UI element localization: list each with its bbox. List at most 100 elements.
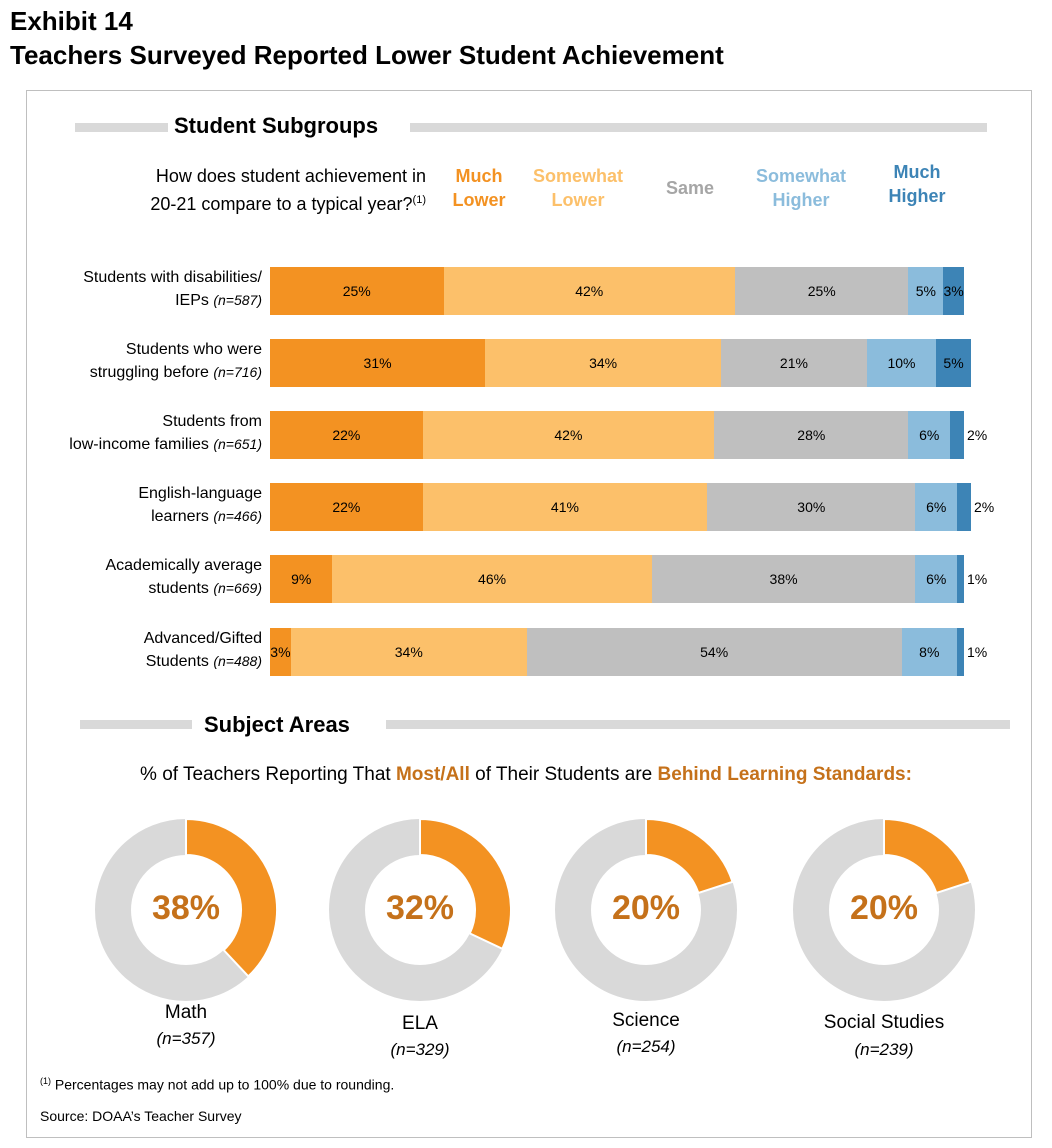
row-label-text: IEPs (175, 292, 214, 309)
donut-sample-size: (n=357) (156, 1029, 216, 1048)
row-label-text: low-income families (69, 436, 214, 453)
row-label-line1: Students with disabilities/ (83, 269, 262, 286)
legend-same-line1: Same (665, 178, 715, 198)
row-label-line1: Advanced/Gifted (143, 630, 262, 647)
row-label: Students from low-income families (n=651) (69, 411, 262, 456)
bar-segment: 25% (734, 267, 909, 315)
donut-svg (793, 817, 975, 1001)
donut-chart: 38% (93, 817, 279, 1003)
subgroups-rule-right (410, 123, 987, 132)
donut-percent-label: 20% (611, 889, 681, 927)
donut-sample-size: (n=239) (854, 1040, 914, 1059)
bar-segment: 25% (270, 267, 444, 315)
row-label-text: students (148, 580, 214, 597)
subjects-question: % of Teachers Reporting That Most/All of… (0, 764, 1052, 786)
row-label-line1: English-language (138, 485, 262, 502)
legend-much-lower: Much Lower (436, 164, 522, 212)
donut-svg (95, 817, 278, 1001)
donut-sample-size: (n=329) (390, 1040, 450, 1059)
question-line-2: 20-21 compare to a typical year? (150, 194, 413, 214)
row-label: Students who were struggling before (n=71… (90, 339, 262, 384)
bar-segment: 22% (270, 483, 423, 531)
legend-somewhat-lower-line2: Lower (551, 190, 605, 210)
row-sample-size: (n=587) (213, 292, 262, 308)
legend-much-lower-line2: Lower (452, 190, 506, 210)
bar-segment: 5% (908, 267, 944, 315)
bar-data-label: 1% (967, 571, 988, 587)
row-label: Academically average students (n=669) (105, 555, 262, 600)
bar-data-label: 30% (797, 499, 826, 515)
bar-data-label: 25% (342, 283, 371, 299)
donut-sample-size: (n=254) (616, 1037, 676, 1056)
bar-segment: 21% (721, 339, 867, 387)
donut-percent-label: 20% (849, 889, 919, 927)
row-label-text: struggling before (89, 364, 214, 381)
donut-subject-label: ELA (402, 1013, 438, 1034)
bar-segment (957, 483, 971, 531)
stacked-bar: 3% 34% 54% 8% (270, 628, 964, 676)
bar-data-label: 6% (926, 571, 947, 587)
bar-data-label: 54% (700, 644, 729, 660)
question-footnote-mark: (1) (412, 194, 426, 206)
legend-much-lower-line1: Much (455, 166, 503, 186)
legend-much-higher-line1: Much (893, 162, 941, 182)
donut-subject-label: Social Studies (823, 1012, 945, 1033)
subjects-question-part1: % of Teachers Reporting That (140, 764, 396, 785)
donut-percent-label: 32% (385, 889, 455, 927)
subjects-rule-left (80, 720, 192, 729)
row-label-line2: students (n=669) (105, 577, 262, 600)
bar-data-label: 3% (270, 644, 291, 660)
legend-same: Same (648, 176, 732, 200)
row-label-line1: Students who were (125, 341, 262, 358)
footnote: (1) Percentages may not add up to 100% d… (40, 1076, 394, 1093)
bar-segment (957, 628, 964, 676)
bar-segment: 54% (526, 628, 902, 676)
bar-segment: 22% (270, 411, 423, 459)
bar-data-label: 42% (575, 283, 604, 299)
bar-data-label: 8% (919, 644, 940, 660)
bar-data-label: 34% (394, 644, 423, 660)
row-label: Students with disabilities/IEPs (n=587) (83, 267, 262, 312)
subgroups-rule-left (75, 123, 170, 132)
donut-highlight-slice (419, 817, 512, 951)
bar-segment: 31% (270, 339, 486, 387)
row-sample-size: (n=651) (213, 436, 262, 452)
bar-data-label: 28% (797, 427, 826, 443)
stacked-bar: 9% 46% 38% 6% (270, 555, 964, 603)
row-label-line2: Students (n=488) (144, 650, 262, 673)
bar-data-label: 31% (363, 355, 392, 371)
stacked-bar: 31% 34% 21% 10% 5% (270, 339, 971, 387)
subgroups-question: How does student achievement in 20-21 co… (60, 164, 426, 216)
source-note: Source: DOAA’s Teacher Survey (40, 1108, 242, 1124)
legend-somewhat-higher: Somewhat Higher (740, 164, 862, 212)
bar-data-label: 10% (887, 355, 916, 371)
bar-segment: 38% (651, 555, 916, 603)
bar-data-label: 25% (807, 283, 836, 299)
donut-highlight-slice (645, 817, 734, 895)
row-label-text: learners (151, 508, 214, 525)
bar-segment: 3% (270, 628, 291, 676)
row-label-line1: Students from (162, 413, 262, 430)
bar-data-label: 6% (919, 427, 940, 443)
bar-data-label: 5% (943, 355, 964, 371)
legend-somewhat-higher-line2: Higher (772, 190, 830, 210)
subjects-heading: Subject Areas (198, 712, 356, 738)
donut-highlight-slice (185, 817, 278, 978)
bar-segment: 46% (332, 555, 652, 603)
bar-data-label: 22% (332, 427, 361, 443)
row-label-line2: learners (n=466) (138, 505, 262, 528)
subjects-question-highlight1: Most/All (395, 764, 470, 785)
bar-data-label: 2% (973, 499, 995, 515)
bar-segment: 41% (422, 483, 708, 531)
row-label-line2: IEPs (n=587) (83, 289, 262, 312)
footnote-mark: (1) (40, 1076, 51, 1086)
row-sample-size: (n=716) (213, 364, 262, 380)
stacked-bar: 22% 42% 28% 6% (270, 411, 964, 459)
donut-chart: 20% (553, 817, 739, 1003)
subjects-question-part2: of Their Students are (469, 764, 658, 785)
bar-segment: 10% (866, 339, 937, 387)
donut-svg (329, 817, 512, 1001)
legend-somewhat-lower: Somewhat Lower (518, 164, 638, 212)
bar-data-label: 46% (478, 571, 507, 587)
donut-percent-label: 38% (151, 889, 221, 927)
